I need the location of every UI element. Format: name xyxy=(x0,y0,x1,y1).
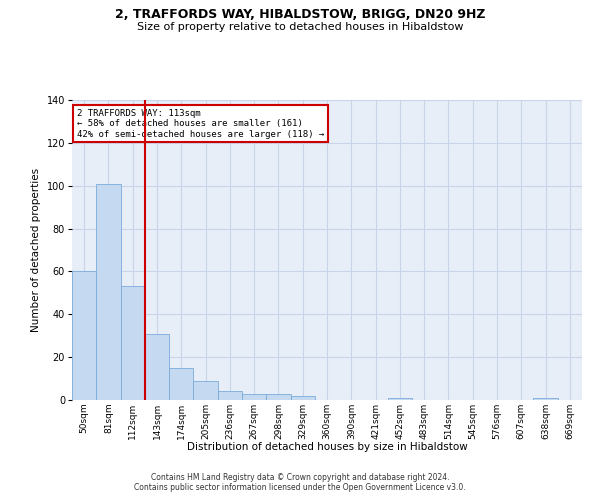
Bar xyxy=(533,398,558,400)
Text: Size of property relative to detached houses in Hibaldstow: Size of property relative to detached ho… xyxy=(137,22,463,32)
Bar xyxy=(388,398,412,400)
Bar xyxy=(193,380,218,400)
Bar xyxy=(218,392,242,400)
Text: 2, TRAFFORDS WAY, HIBALDSTOW, BRIGG, DN20 9HZ: 2, TRAFFORDS WAY, HIBALDSTOW, BRIGG, DN2… xyxy=(115,8,485,20)
Bar xyxy=(72,272,96,400)
Y-axis label: Number of detached properties: Number of detached properties xyxy=(31,168,41,332)
Text: Distribution of detached houses by size in Hibaldstow: Distribution of detached houses by size … xyxy=(187,442,467,452)
Bar xyxy=(145,334,169,400)
Bar xyxy=(290,396,315,400)
Bar xyxy=(266,394,290,400)
Bar xyxy=(242,394,266,400)
Bar xyxy=(96,184,121,400)
Bar xyxy=(121,286,145,400)
Bar xyxy=(169,368,193,400)
Text: Contains HM Land Registry data © Crown copyright and database right 2024.
Contai: Contains HM Land Registry data © Crown c… xyxy=(134,472,466,492)
Text: 2 TRAFFORDS WAY: 113sqm
← 58% of detached houses are smaller (161)
42% of semi-d: 2 TRAFFORDS WAY: 113sqm ← 58% of detache… xyxy=(77,109,325,139)
